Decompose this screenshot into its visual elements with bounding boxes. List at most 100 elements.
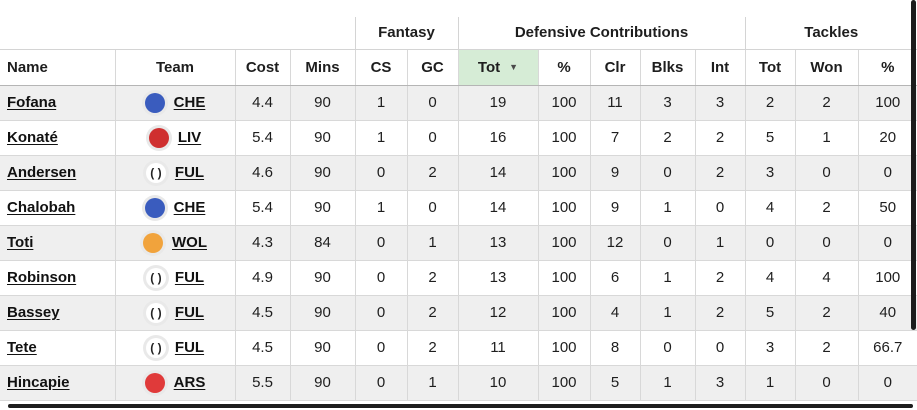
cs-cell: 0 (354, 330, 407, 366)
mins-cell: 90 (289, 330, 355, 366)
mins-cell: 90 (289, 295, 355, 331)
table-row: Robinson ( ) FUL 4.9 90 0 2 13 100 6 1 2… (0, 260, 917, 296)
col-header-team[interactable]: Team (114, 48, 235, 86)
team-code-link[interactable]: ARS (173, 374, 206, 391)
player-name-link[interactable]: Chalobah (7, 199, 76, 216)
player-name-cell: Konaté (0, 120, 115, 156)
int-cell: 2 (694, 260, 745, 296)
player-name-cell: Toti (0, 225, 115, 261)
tk-pct-cell: 100 (857, 260, 917, 296)
col-header-cs[interactable]: CS (354, 48, 407, 86)
gc-cell: 1 (406, 365, 458, 401)
header-spacer (0, 0, 917, 17)
team-code-link[interactable]: FUL (174, 304, 205, 321)
col-header-tk-tot[interactable]: Tot (744, 48, 795, 86)
dc-tot-cell: 11 (457, 330, 538, 366)
col-header-tk-won[interactable]: Won (794, 48, 858, 86)
cost-cell: 5.5 (234, 365, 290, 401)
col-header-dc-pct[interactable]: % (537, 48, 590, 86)
tk-won-cell: 2 (794, 330, 858, 366)
player-name-link[interactable]: Tete (7, 339, 37, 356)
player-name-cell: Robinson (0, 260, 115, 296)
mins-cell: 90 (289, 260, 355, 296)
col-header-int[interactable]: Int (694, 48, 745, 86)
table-row: Andersen ( ) FUL 4.6 90 0 2 14 100 9 0 2… (0, 155, 917, 191)
dc-tot-cell: 14 (457, 190, 538, 226)
clr-cell: 8 (589, 330, 640, 366)
dc-pct-cell: 100 (537, 260, 590, 296)
tk-won-cell: 0 (794, 365, 858, 401)
cs-cell: 0 (354, 295, 407, 331)
cost-cell: 4.6 (234, 155, 290, 191)
col-header-gc[interactable]: GC (406, 48, 458, 86)
tk-tot-cell: 1 (744, 365, 795, 401)
clr-cell: 4 (589, 295, 640, 331)
clr-cell: 9 (589, 155, 640, 191)
col-header-cost[interactable]: Cost (234, 48, 290, 86)
team-code-link[interactable]: CHE (173, 199, 206, 216)
col-header-dc-tot-sorted[interactable]: Tot ▼ (457, 48, 538, 86)
blks-cell: 1 (639, 295, 695, 331)
sort-caret-icon: ▼ (509, 61, 519, 72)
col-header-mins[interactable]: Mins (289, 48, 355, 86)
player-name-link[interactable]: Hincapie (7, 374, 70, 391)
player-name-link[interactable]: Toti (7, 234, 34, 251)
dc-tot-cell: 16 (457, 120, 538, 156)
mins-cell: 90 (289, 155, 355, 191)
tk-won-cell: 1 (794, 120, 858, 156)
gc-cell: 2 (406, 155, 458, 191)
team-code-link[interactable]: LIV (177, 129, 202, 146)
clr-cell: 7 (589, 120, 640, 156)
team-badge-glyph: ( ) (150, 340, 162, 355)
int-cell: 3 (694, 365, 745, 401)
group-tackles: Tackles (744, 17, 917, 49)
team-badge-glyph: ( ) (150, 270, 162, 285)
col-header-name[interactable]: Name (0, 48, 115, 86)
dc-pct-cell: 100 (537, 120, 590, 156)
player-name-cell: Andersen (0, 155, 115, 191)
dc-tot-cell: 10 (457, 365, 538, 401)
tk-pct-cell: 100 (857, 85, 917, 121)
table-body: Fofana CHE 4.4 90 1 0 19 100 11 3 3 2 2 … (0, 85, 917, 401)
col-header-tk-pct[interactable]: % (857, 48, 917, 86)
team-badge-icon (144, 197, 165, 218)
player-name-link[interactable]: Andersen (7, 164, 77, 181)
clr-cell: 5 (589, 365, 640, 401)
cs-cell: 0 (354, 155, 407, 191)
player-name-link[interactable]: Fofana (7, 94, 57, 111)
team-code-link[interactable]: FUL (174, 339, 205, 356)
cost-cell: 4.5 (234, 295, 290, 331)
team-cell: ( ) FUL (114, 295, 235, 331)
blks-cell: 1 (639, 365, 695, 401)
col-header-clr[interactable]: Clr (589, 48, 640, 86)
team-code-link[interactable]: FUL (174, 164, 205, 181)
team-badge-icon: ( ) (145, 267, 166, 288)
team-badge-icon: ( ) (145, 162, 166, 183)
dc-pct-cell: 100 (537, 190, 590, 226)
blks-cell: 1 (639, 190, 695, 226)
team-code-link[interactable]: FUL (174, 269, 205, 286)
team-code-link[interactable]: WOL (172, 234, 207, 251)
int-cell: 0 (694, 190, 745, 226)
player-name-link[interactable]: Konaté (7, 129, 58, 146)
player-name-link[interactable]: Bassey (7, 304, 60, 321)
horizontal-scrollbar-thumb[interactable] (8, 404, 913, 408)
team-code-link[interactable]: CHE (173, 94, 206, 111)
tk-tot-cell: 0 (744, 225, 795, 261)
dc-tot-cell: 14 (457, 155, 538, 191)
tk-won-cell: 0 (794, 155, 858, 191)
team-cell: CHE (114, 190, 235, 226)
col-header-blks[interactable]: Blks (639, 48, 695, 86)
team-cell: WOL (114, 225, 235, 261)
dc-pct-cell: 100 (537, 225, 590, 261)
tk-tot-cell: 4 (744, 260, 795, 296)
vertical-scrollbar-thumb[interactable] (911, 0, 916, 330)
cs-cell: 0 (354, 225, 407, 261)
cost-cell: 4.3 (234, 225, 290, 261)
dc-tot-cell: 13 (457, 260, 538, 296)
gc-cell: 2 (406, 295, 458, 331)
dc-pct-cell: 100 (537, 155, 590, 191)
cost-cell: 5.4 (234, 120, 290, 156)
gc-cell: 2 (406, 260, 458, 296)
player-name-link[interactable]: Robinson (7, 269, 77, 286)
